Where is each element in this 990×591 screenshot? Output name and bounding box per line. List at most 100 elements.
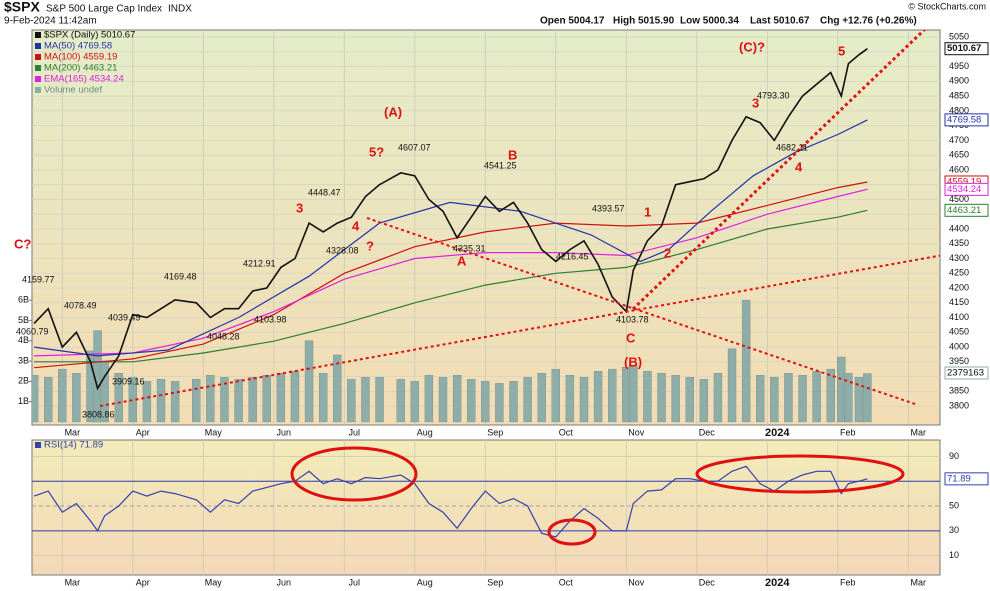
legend-label: MA(50) 4769.58 <box>44 41 112 52</box>
y-tick-label: 4100 <box>949 312 969 322</box>
wave-label: A <box>457 253 467 268</box>
volume-bar <box>424 375 434 423</box>
x-tick-label: Apr <box>136 577 150 587</box>
wave-label: 4 <box>352 218 360 233</box>
y-tick-label: 90 <box>949 451 959 461</box>
legend-label: Volume undef <box>44 85 102 96</box>
legend-label: MA(100) 4559.19 <box>44 52 117 63</box>
y-tick-label: 4500 <box>949 194 969 204</box>
y-tick-label: 4200 <box>949 282 969 292</box>
x-tick-label: Jun <box>277 427 292 437</box>
last-value-label: 5010.67 <box>947 43 981 54</box>
y-tick-label: 3800 <box>949 400 969 410</box>
x-tick-label: Dec <box>699 577 716 587</box>
volume-bar <box>826 368 835 423</box>
last-value-box <box>944 42 989 56</box>
x-tick-label: Oct <box>559 427 574 437</box>
volume-bar <box>114 373 123 423</box>
series-line <box>33 465 868 538</box>
highlight-ellipse <box>547 518 597 546</box>
price-label: 4607.07 <box>398 142 431 152</box>
volume-bar <box>551 368 560 423</box>
y-tick-label: 4650 <box>949 150 969 160</box>
quote-item: High 5015.90 <box>613 16 675 27</box>
x-tick-label: Jul <box>349 427 361 437</box>
volume-bar <box>192 379 201 423</box>
y-tick-label: 4700 <box>949 135 969 145</box>
y-tick-label: 3950 <box>949 356 969 366</box>
volume-bar <box>44 377 53 423</box>
volume-bar <box>262 375 271 423</box>
price-label: 4159.77 <box>22 274 55 284</box>
y-tick-label: 4600 <box>949 164 969 174</box>
wave-label: (B) <box>624 354 642 369</box>
wave-label: ? <box>366 238 374 253</box>
price-label: 4060.79 <box>16 326 49 336</box>
x-tick-label: Nov <box>628 427 645 437</box>
y2-tick-label: 2B <box>18 376 29 386</box>
y-tick-label: 30 <box>949 525 959 535</box>
rsi-chart: Mar Apr May Jun Jul Aug Sep Oct Nov Dec 2024 Feb Mar… <box>32 440 989 589</box>
y-tick-label: 4900 <box>949 76 969 86</box>
x-tick-label: May <box>205 577 223 587</box>
legend-label: EMA(165) 4534.24 <box>44 74 124 85</box>
price-label: 4078.49 <box>64 300 97 310</box>
x-tick-label: Feb <box>840 427 856 437</box>
volume-bar <box>495 383 504 423</box>
volume-bar <box>361 377 370 423</box>
legend-swatch <box>35 54 41 60</box>
highlight-ellipse <box>290 446 418 502</box>
x-tick-label: 2024 <box>765 577 790 589</box>
volume-bar <box>142 381 152 423</box>
price-label: 4103.78 <box>616 314 649 324</box>
last-value-label: 4769.58 <box>947 114 981 125</box>
volume-bar <box>347 379 356 423</box>
volume-bar <box>593 370 603 423</box>
wave-label: 4 <box>795 159 803 174</box>
volume-bar <box>72 373 81 423</box>
trendline <box>99 254 940 407</box>
price-label: 4103.98 <box>254 314 287 324</box>
volume-last-label: 2379163 <box>947 368 984 379</box>
wave-label: 2 <box>664 245 671 260</box>
quote: Open 5004.17 High 5015.90 Low 5000.34 Last … <box>540 16 917 27</box>
price-label: 4335.31 <box>453 243 486 253</box>
volume-bar <box>156 379 166 423</box>
volume-bar <box>643 370 652 423</box>
price-label: 4541.25 <box>484 160 517 170</box>
volume-bar <box>798 375 807 423</box>
plot-area <box>32 440 940 575</box>
last-value-label: 4463.21 <box>947 205 981 216</box>
x-tick-label: Nov <box>628 577 645 587</box>
highlight-ellipse <box>695 454 905 494</box>
volume-bar <box>452 375 462 423</box>
y-tick-label: 4150 <box>949 297 969 307</box>
quote-item: Open 5004.17 <box>540 16 605 27</box>
x-tick-label: Dec <box>699 427 716 437</box>
x-tick-label: Jun <box>277 577 292 587</box>
volume-bar <box>565 375 575 423</box>
volume-bar <box>438 377 448 423</box>
y-tick-label: 4850 <box>949 91 969 101</box>
wave-label: C? <box>14 236 31 251</box>
plot-area <box>32 30 940 425</box>
x-tick-label: Feb <box>840 577 856 587</box>
legend-swatch <box>35 87 41 93</box>
volume-bar <box>784 373 793 423</box>
last-value-box <box>944 203 989 217</box>
series-line <box>33 48 868 391</box>
volume-bar <box>466 379 476 423</box>
volume-bar <box>375 377 384 423</box>
quote-item: Chg +12.76 (+0.26%) <box>820 16 917 27</box>
volume-bar <box>863 373 872 423</box>
wave-label: B <box>508 147 517 162</box>
x-tick-label: Sep <box>487 427 503 437</box>
price-chart: Mar Apr May Jun Jul Aug Sep Oct Nov Dec 2024 Feb Mar… <box>14 30 989 439</box>
volume-bar <box>741 299 751 423</box>
volume-bar <box>290 370 300 423</box>
legend-swatch <box>35 76 41 82</box>
price-label: 4212.91 <box>243 258 276 268</box>
symbol: $SPX <box>4 0 40 15</box>
volume-bar <box>727 348 737 423</box>
